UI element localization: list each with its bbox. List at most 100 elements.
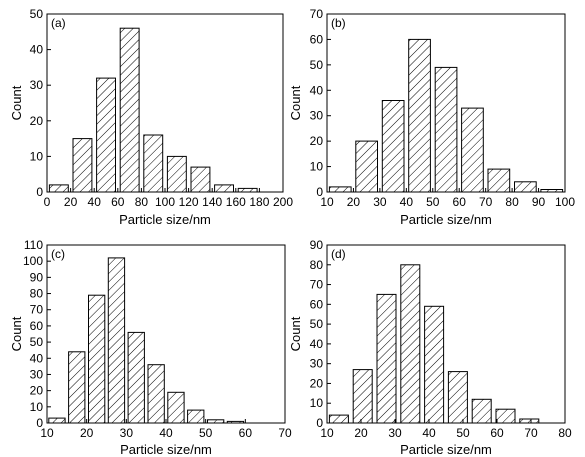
y-tick-label: 30	[310, 109, 324, 123]
x-tick-label: 50	[426, 195, 440, 209]
histogram-bar	[190, 166, 211, 193]
x-tick-label: 50	[456, 426, 470, 440]
y-tick-label: 10	[30, 400, 44, 414]
x-tick-label: 180	[249, 195, 269, 209]
y-tick-label: 90	[30, 270, 44, 284]
y-tick-label: 80	[30, 287, 44, 301]
x-tick-label: 10	[320, 426, 334, 440]
x-tick-label: 70	[524, 426, 538, 440]
histogram-bar	[107, 257, 126, 424]
histogram-bar	[471, 398, 492, 424]
x-axis-ticks: 0 20 40 60 80 100 120 140 160 180 200	[44, 188, 293, 209]
y-tick-label: 30	[30, 367, 44, 381]
x-tick-label: 40	[88, 195, 102, 209]
y-tick-label: 90	[310, 238, 324, 252]
histogram-bar	[96, 77, 116, 193]
histogram-bar	[328, 414, 349, 424]
y-axis-title: Count	[9, 85, 24, 120]
x-tick-label: 80	[135, 195, 149, 209]
x-tick-label: 160	[226, 195, 246, 209]
panel-label: (d)	[331, 247, 346, 261]
histogram-bar	[127, 331, 145, 424]
y-tick-label: 60	[310, 297, 324, 311]
x-tick-label: 80	[558, 426, 572, 440]
histogram-bar	[434, 66, 458, 193]
x-tick-label: 50	[199, 426, 213, 440]
y-tick-label: 20	[30, 384, 44, 398]
x-tick-label: 80	[505, 195, 519, 209]
panel-c: 10 20 30 40 50 60 70 0102030405060708090100110…	[9, 238, 292, 457]
x-axis-ticks: 10 20 30 40 50 60 70 80 90 100	[320, 188, 575, 209]
histogram-bar	[167, 391, 185, 424]
histogram-bar	[187, 409, 205, 424]
y-axis-ticks: 0 10 20 30 40 50 60 70 80 90 100 110	[23, 238, 51, 430]
y-tick-label: 30	[30, 78, 44, 92]
x-tick-label: 60	[490, 426, 504, 440]
x-tick-label: 0	[44, 195, 51, 209]
histogram-bar	[207, 419, 225, 424]
histogram-bar	[400, 264, 421, 424]
y-tick-label: 50	[310, 58, 324, 72]
x-tick-label: 60	[453, 195, 467, 209]
y-tick-label: 70	[310, 7, 324, 21]
histogram-bar	[352, 369, 373, 424]
y-tick-label: 0	[316, 416, 323, 430]
histogram-bar	[88, 294, 106, 424]
x-tick-label: 20	[347, 195, 361, 209]
histogram-bar	[119, 27, 140, 193]
histogram-bar	[540, 189, 564, 193]
y-tick-label: 10	[310, 396, 324, 410]
y-tick-label: 0	[316, 185, 323, 199]
x-tick-label: 10	[320, 195, 334, 209]
y-axis-title: Count	[9, 316, 24, 351]
x-tick-label: 20	[80, 426, 94, 440]
y-tick-label: 20	[30, 114, 44, 128]
y-tick-label: 30	[310, 357, 324, 371]
histogram-bar	[48, 417, 66, 424]
x-tick-label: 70	[278, 426, 292, 440]
y-tick-label: 60	[30, 319, 44, 333]
x-tick-label: 100	[155, 195, 175, 209]
histogram-bar	[166, 155, 187, 193]
x-tick-label: 70	[479, 195, 493, 209]
y-tick-label: 20	[310, 376, 324, 390]
y-tick-label: 10	[310, 160, 324, 174]
histogram-bar	[376, 293, 397, 424]
x-tick-label: 20	[354, 426, 368, 440]
histogram-bar	[461, 107, 484, 193]
x-axis-title: Particle size/nm	[400, 212, 492, 227]
x-tick-label: 200	[273, 195, 293, 209]
histogram-bar	[408, 38, 431, 193]
histogram-bar	[48, 184, 69, 193]
bar-group	[48, 257, 245, 424]
y-tick-label: 0	[36, 416, 43, 430]
histogram-bar	[495, 408, 516, 424]
panel-a: 0 20 40 60 80 100 120 140 160 180 200 01020304050 …	[9, 7, 293, 227]
x-axis-title: Particle size/nm	[120, 442, 212, 457]
y-tick-label: 0	[36, 185, 43, 199]
x-axis-ticks: 10 20 30 40 50 60 70 80	[320, 419, 572, 440]
x-tick-label: 40	[400, 195, 414, 209]
histogram-bar	[214, 184, 235, 193]
x-axis-ticks: 10 20 30 40 50 60 70	[40, 419, 292, 440]
panel-label: (a)	[51, 16, 66, 30]
x-tick-label: 100	[555, 195, 575, 209]
y-tick-label: 50	[30, 335, 44, 349]
x-tick-label: 60	[239, 426, 253, 440]
y-tick-label: 70	[30, 303, 44, 317]
y-tick-label: 110	[24, 238, 43, 252]
y-tick-label: 40	[30, 43, 44, 57]
x-tick-label: 140	[202, 195, 222, 209]
y-tick-label: 80	[310, 258, 324, 272]
x-tick-label: 10	[40, 426, 54, 440]
histogram-bar	[328, 186, 352, 193]
y-tick-label: 50	[30, 7, 44, 21]
histogram-bar	[237, 187, 258, 193]
x-tick-label: 60	[111, 195, 125, 209]
x-tick-label: 40	[159, 426, 173, 440]
